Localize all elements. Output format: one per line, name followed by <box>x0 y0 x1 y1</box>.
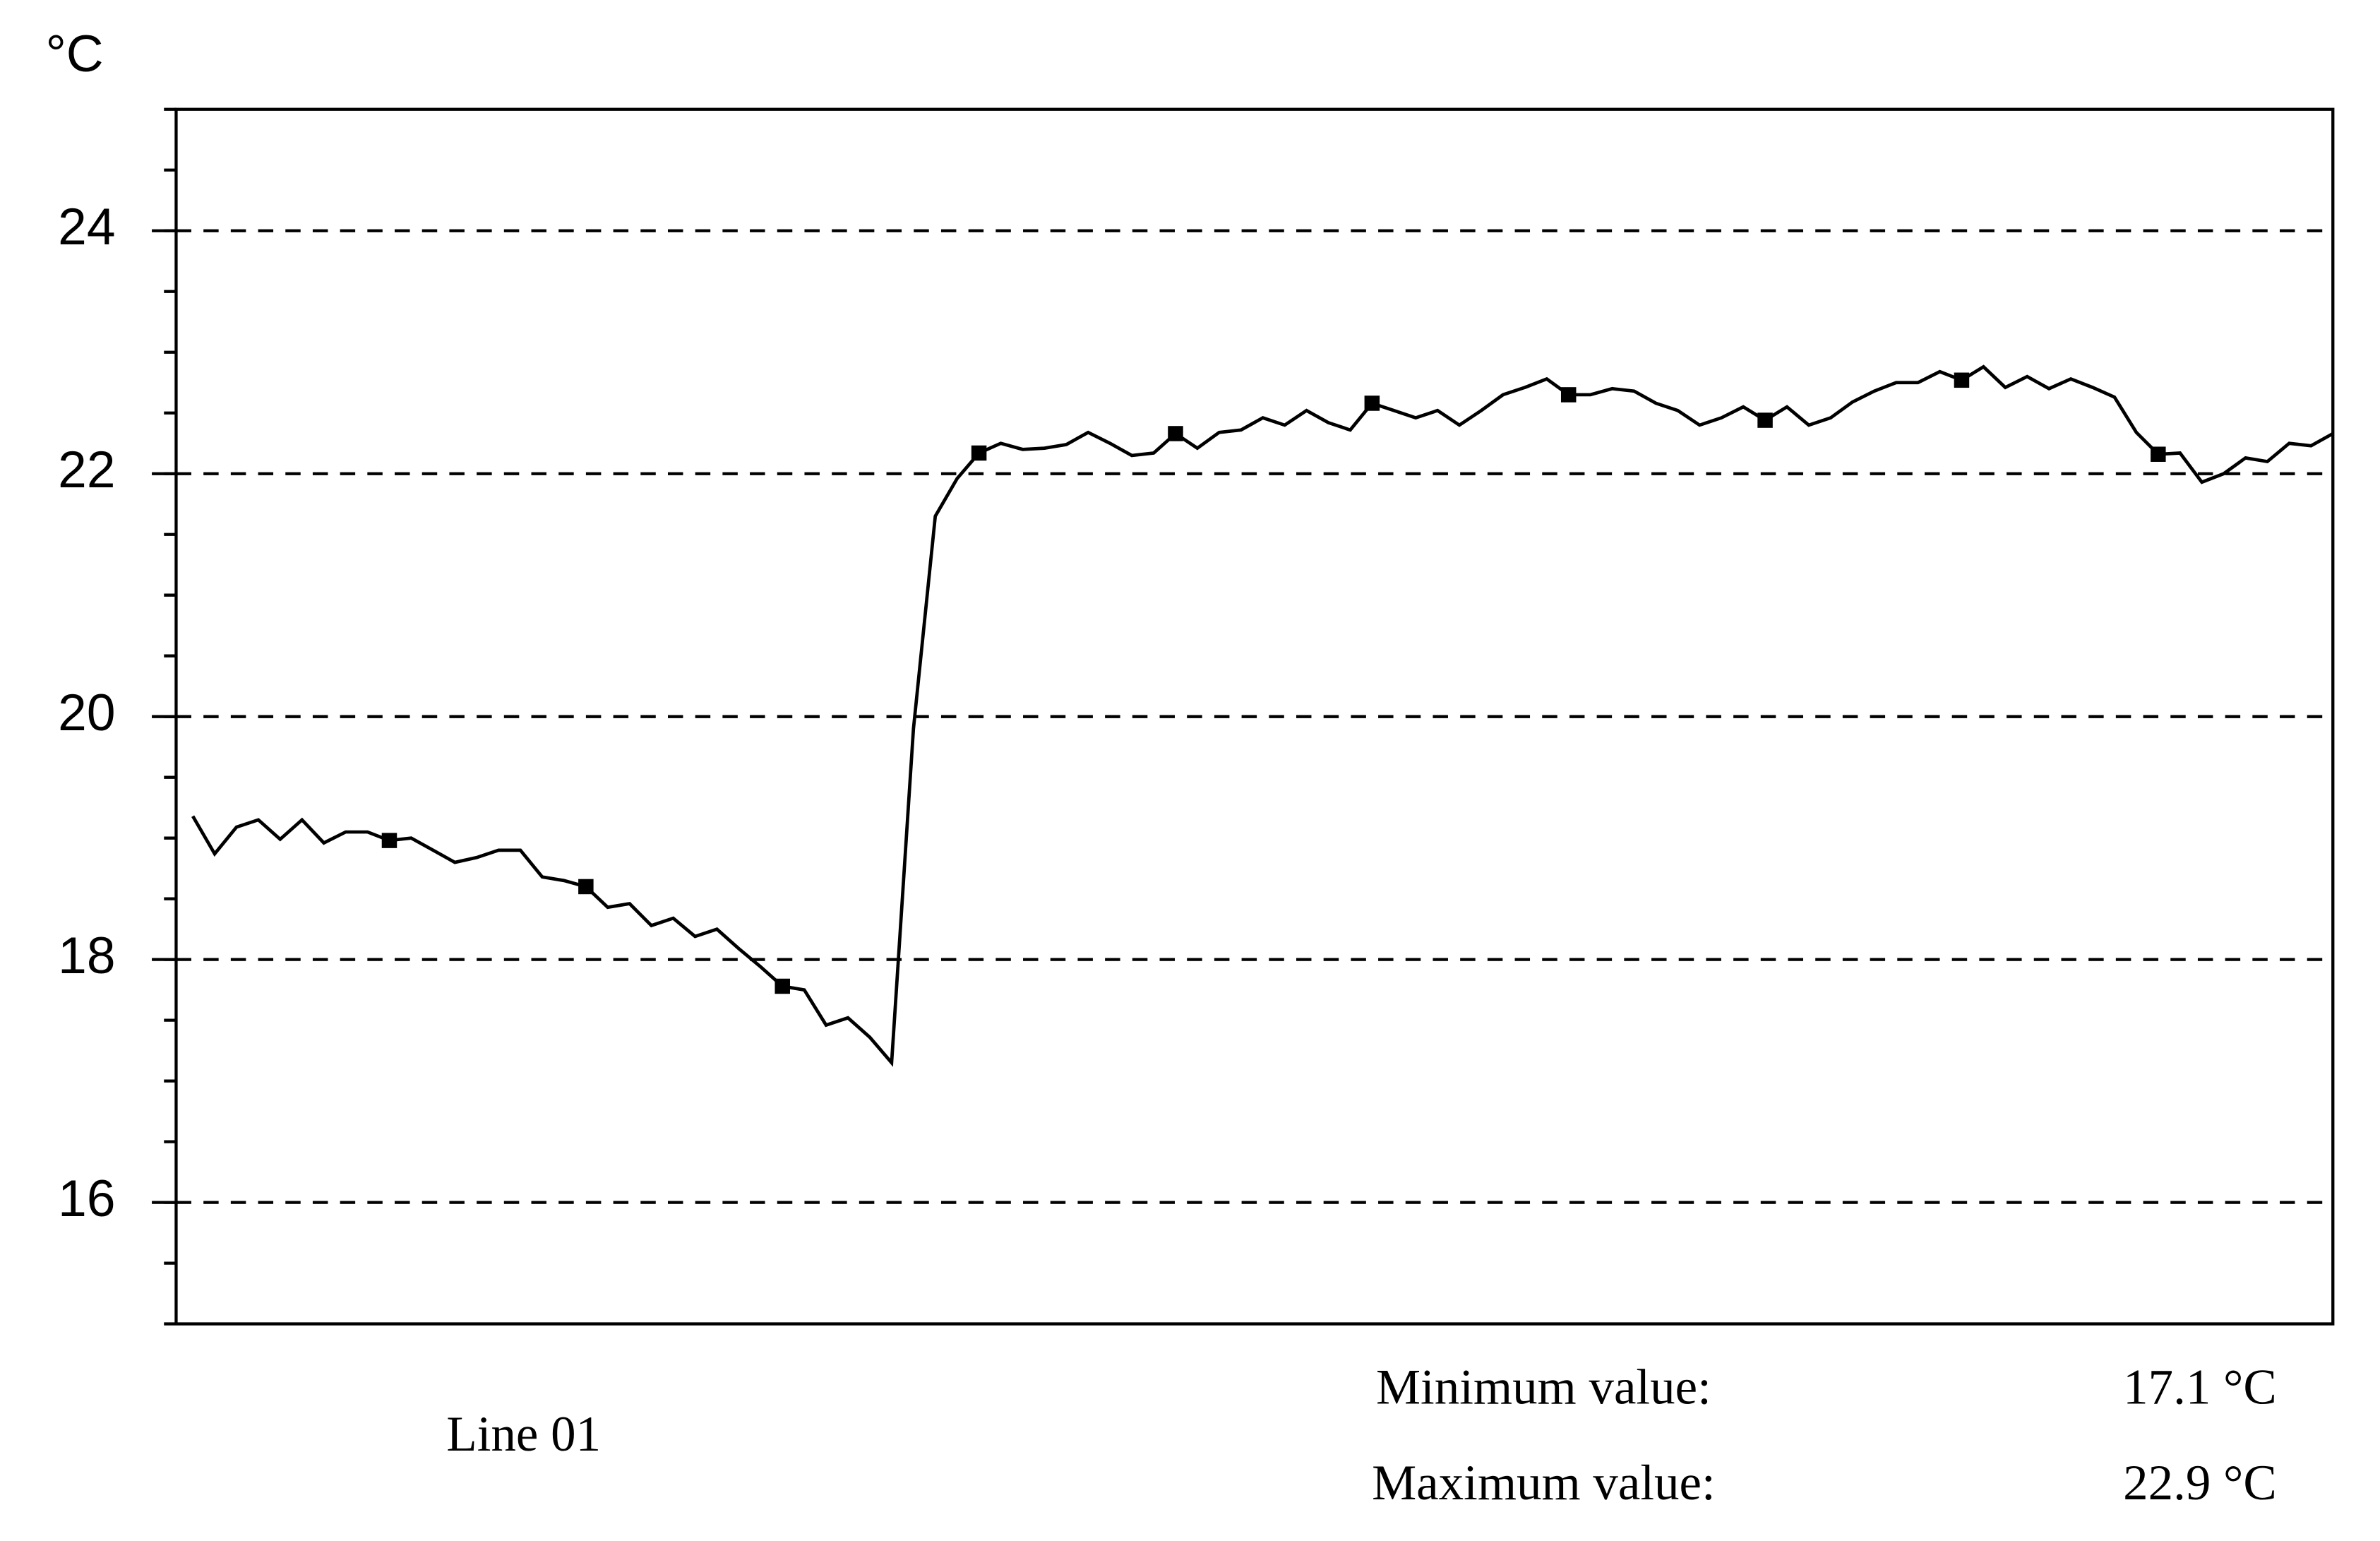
stat-label: Maximum value: <box>1372 1456 1716 1511</box>
y-tick-label: 22 <box>58 441 115 499</box>
marker <box>1364 395 1380 411</box>
marker <box>1168 426 1183 441</box>
marker <box>775 978 790 994</box>
y-tick-label: 18 <box>58 927 115 984</box>
stat-label: Minimum value: <box>1376 1360 1711 1415</box>
y-axis-label: °C <box>46 25 104 83</box>
marker <box>1757 412 1773 428</box>
stat-value: 17.1 °C <box>2123 1360 2277 1415</box>
y-tick-label: 24 <box>58 198 115 256</box>
marker <box>1954 372 1970 388</box>
marker <box>2151 446 2166 462</box>
legend-entry: Line 01 <box>446 1407 601 1462</box>
data-line <box>191 364 2334 1067</box>
y-tick-label: 16 <box>58 1170 115 1227</box>
marker <box>381 833 397 848</box>
marker <box>971 445 987 461</box>
stat-value: 22.9 °C <box>2123 1456 2277 1511</box>
marker <box>578 879 594 895</box>
marker <box>1560 387 1577 403</box>
plot-frame <box>174 107 2335 1326</box>
y-tick-label: 20 <box>58 684 115 742</box>
